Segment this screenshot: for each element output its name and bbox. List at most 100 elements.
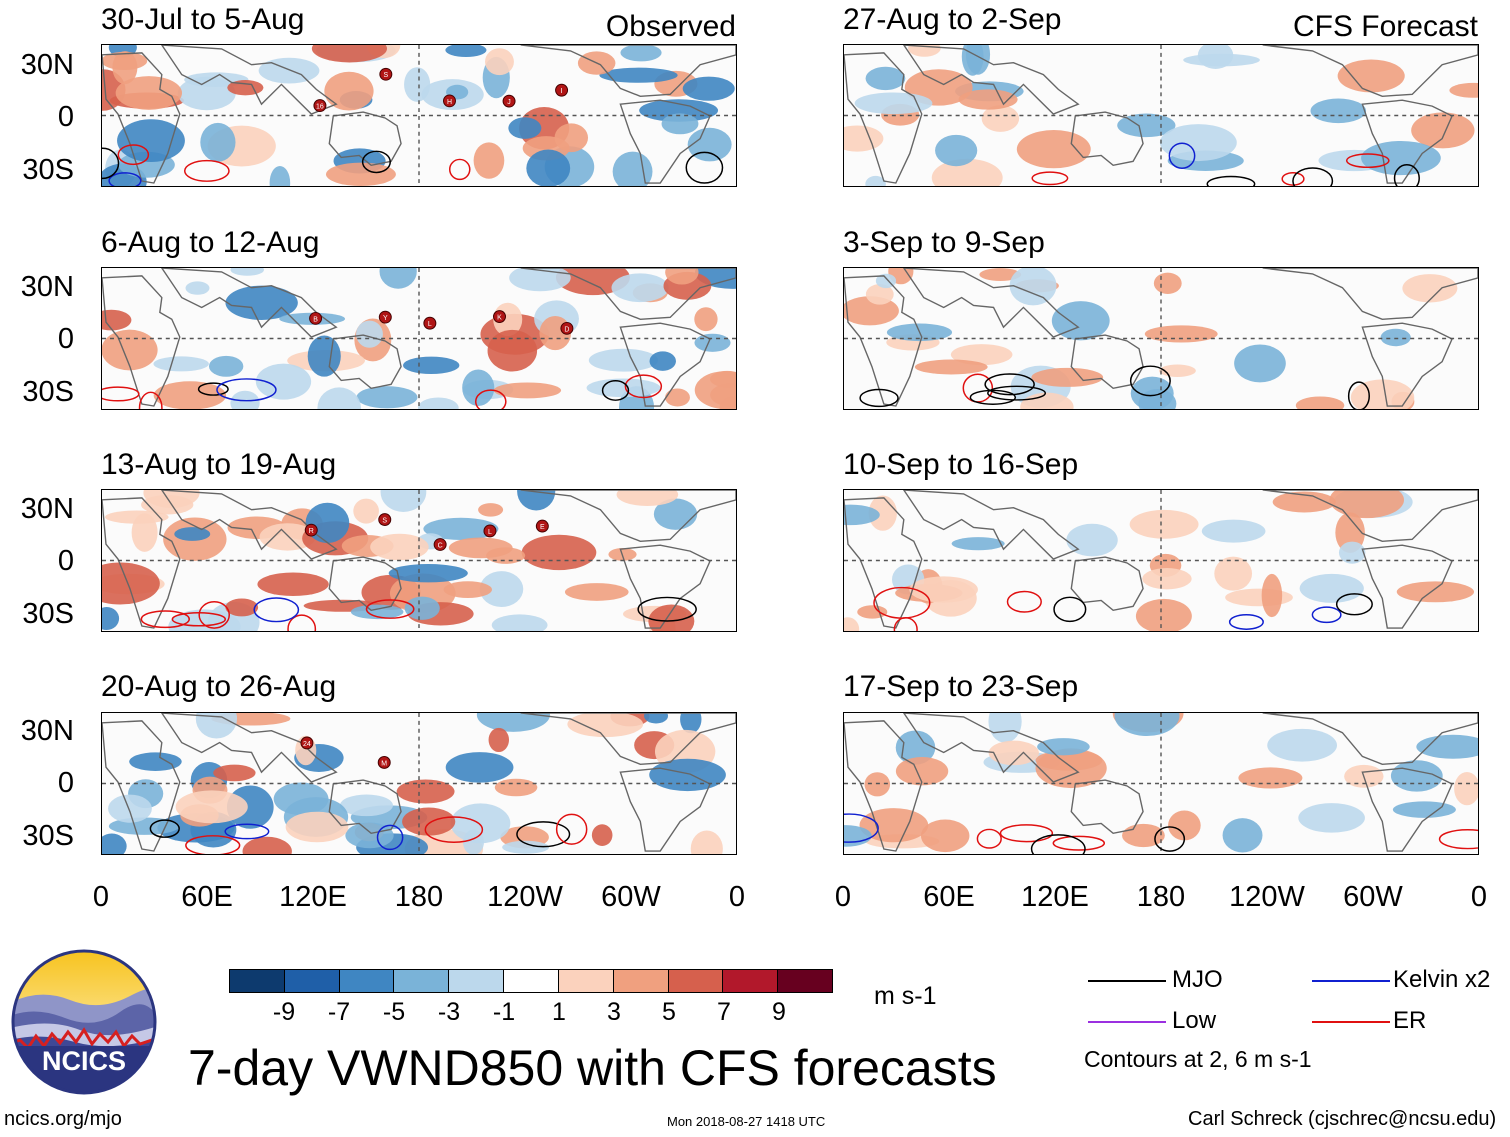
storm-icon [555,83,569,97]
wave-contour [969,389,1017,405]
coastline [1070,334,1144,390]
positive-anomaly [1153,272,1182,294]
storm-marker: R [304,523,318,537]
storm-icon [378,310,392,324]
logo-text: NCICS [42,1046,126,1076]
panel-title-fc-2: 3-Sep to 9-Sep [843,226,1045,259]
wave-contour [108,172,142,186]
legend-line-mjo [1088,980,1166,982]
wave-contour [183,159,230,182]
storm-label: S [384,72,389,79]
storm-icon [304,523,318,537]
negative-anomaly [491,614,548,631]
negative-anomaly [153,356,209,372]
storm-marker: S [378,513,392,526]
negative-anomaly [185,281,210,295]
map-panel-obs-4: 24 M [101,712,737,855]
map-panel-fc-4 [843,712,1479,855]
negative-anomaly [682,76,735,101]
map-panel-fc-2 [843,267,1479,410]
lon-label: 60E [181,881,233,913]
positive-anomaly [1031,367,1104,387]
colorbar-swatch [613,970,669,992]
negative-anomaly [502,840,550,854]
wave-contour [976,828,1002,849]
negative-anomaly [388,563,468,583]
wave-contour [637,596,697,622]
negative-anomaly [339,794,393,817]
positive-anomaly [153,381,227,409]
positive-anomaly [396,779,455,804]
negative-anomaly [208,355,244,377]
wave-contour [601,380,630,401]
negative-anomaly [1051,301,1110,341]
coastline [160,713,338,783]
negative-anomaly [1114,713,1180,737]
negative-anomaly [951,537,1005,551]
positive-anomaly [448,537,513,559]
positive-anomaly [402,807,456,836]
colorbar-swatch [449,970,505,992]
positive-anomaly [958,89,1018,110]
lon-label: 0 [92,881,110,913]
storm-label: L [428,321,432,328]
coastline [1262,45,1478,97]
positive-anomaly [907,45,941,57]
storm-marker: L [423,316,437,330]
negative-anomaly [129,752,182,771]
storm-label: B [313,316,318,323]
lat-label-30s: 30S [22,820,74,852]
wave-contour [1053,596,1087,623]
negative-anomaly [586,378,661,398]
lat-label-eq: 0 [57,767,74,799]
positive-anomaly [931,158,1003,186]
positive-anomaly [1454,772,1478,806]
storm-icon [300,736,314,750]
storm-icon [535,519,549,533]
negative-anomaly [509,268,571,292]
coastline [1070,556,1144,612]
colorbar [229,969,833,993]
wave-contour [516,821,571,848]
storm-icon [423,316,437,330]
positive-anomaly [857,605,888,619]
lat-label-30n: 30N [20,493,74,525]
wave-contour [185,835,241,854]
colorbar-swatch [394,970,450,992]
map-fc-2 [844,268,1478,409]
colorbar-swatch [778,970,832,992]
positive-anomaly [324,71,374,111]
negative-anomaly [1201,519,1266,543]
panel-title-fc-1: 27-Aug to 2-Sep [843,3,1062,36]
panel-title-obs-3: 13-Aug to 19-Aug [101,448,337,481]
legend-line-er [1312,1021,1390,1023]
lat-label-30s: 30S [22,154,74,186]
wave-contour [253,597,300,623]
positive-anomaly [920,819,970,853]
positive-anomaly [844,617,860,631]
negative-anomaly [517,490,556,511]
coastline [844,720,923,852]
negative-anomaly [200,122,236,162]
positive-anomaly [665,268,699,285]
negative-anomaly [1037,738,1090,756]
colorbar-tick: -3 [437,998,461,1026]
coastline [902,45,1080,115]
negative-anomaly [588,348,659,372]
positive-anomaly [325,162,396,186]
lon-label: 0 [834,881,852,913]
footer-url[interactable]: ncics.org/mjo [4,1108,122,1130]
negative-anomaly [462,369,495,407]
wave-contour [424,816,484,844]
wave-contour [1438,829,1478,850]
storm-marker: C [433,538,447,551]
panel-title-obs-2: 6-Aug to 12-Aug [101,226,320,259]
positive-anomaly [690,830,723,854]
wave-contour [873,586,931,619]
negative-anomaly [644,713,669,724]
lat-label-eq: 0 [57,545,74,577]
colorbar-tick: 9 [772,998,786,1026]
storm-icon [433,538,447,551]
map-obs-3: R S C L E [102,490,736,631]
colorbar-tick: -1 [492,998,516,1026]
